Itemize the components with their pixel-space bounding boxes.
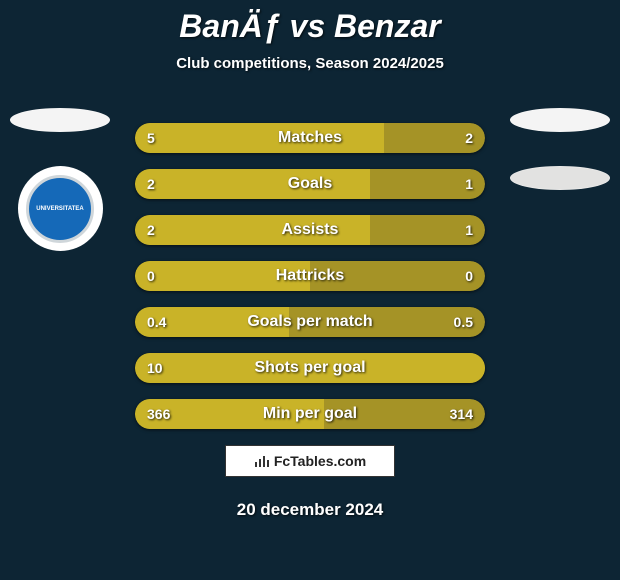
stat-bar: 366314Min per goal bbox=[135, 399, 485, 429]
brand-text: FcTables.com bbox=[274, 453, 366, 469]
date-text: 20 december 2024 bbox=[0, 500, 620, 520]
stat-bar-fill bbox=[135, 169, 370, 199]
stat-bar: 00Hattricks bbox=[135, 261, 485, 291]
stat-bar-fill bbox=[135, 353, 485, 383]
club-logo-inner: UNIVERSITATEA bbox=[26, 175, 94, 243]
page-subtitle: Club competitions, Season 2024/2025 bbox=[0, 55, 620, 72]
stat-bar: 21Assists bbox=[135, 215, 485, 245]
player-right-logos bbox=[505, 108, 615, 190]
stat-bar: 52Matches bbox=[135, 123, 485, 153]
stat-bar: 21Goals bbox=[135, 169, 485, 199]
stat-bar-fill bbox=[135, 123, 384, 153]
club-logo-placeholder bbox=[10, 108, 110, 132]
brand-badge: FcTables.com bbox=[225, 445, 395, 477]
player-left-logos: UNIVERSITATEA bbox=[5, 108, 115, 251]
stat-bar: 10Shots per goal bbox=[135, 353, 485, 383]
page-title: BanÄƒ vs Benzar bbox=[0, 0, 620, 45]
chart-icon bbox=[254, 454, 270, 468]
stat-bar-fill bbox=[135, 399, 324, 429]
stat-bar-fill bbox=[135, 215, 370, 245]
club-logo-placeholder bbox=[510, 108, 610, 132]
stat-bar: 0.40.5Goals per match bbox=[135, 307, 485, 337]
stat-bar-fill bbox=[135, 307, 289, 337]
stat-bar-fill bbox=[135, 261, 310, 291]
comparison-bars: 52Matches 21Goals 21Assists 00Hattricks 0.40… bbox=[135, 123, 485, 429]
club-logo: UNIVERSITATEA bbox=[18, 166, 103, 251]
club-logo-placeholder bbox=[510, 166, 610, 190]
